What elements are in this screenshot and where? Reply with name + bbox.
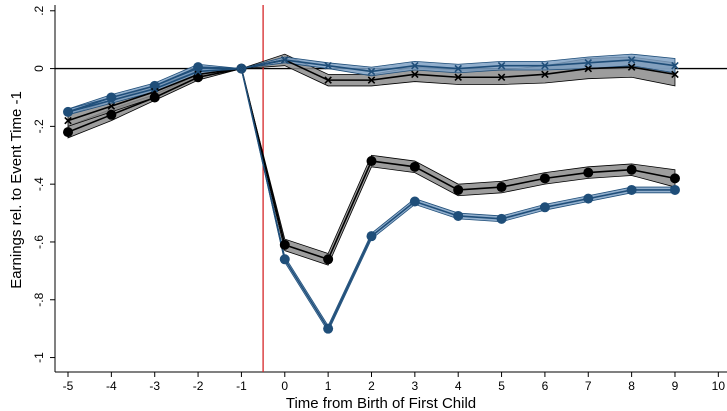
data-point-circle xyxy=(409,161,420,172)
x-tick-label: -2 xyxy=(193,379,204,393)
data-point-circle xyxy=(279,239,290,250)
data-point-circle xyxy=(669,184,680,195)
data-point-x xyxy=(107,96,116,105)
data-point-circle xyxy=(539,173,550,184)
data-point-x xyxy=(671,61,679,70)
data-point-circle xyxy=(366,156,377,167)
data-point-x xyxy=(584,59,593,67)
data-point-circle xyxy=(583,167,594,178)
y-tick-label: -.8 xyxy=(32,292,46,306)
data-point-circle xyxy=(496,213,507,224)
data-point-x xyxy=(497,73,506,82)
x-tick-label: -3 xyxy=(149,379,160,393)
data-point-circle xyxy=(323,323,334,334)
data-point-circle xyxy=(626,164,637,175)
data-point-circle xyxy=(496,182,507,193)
data-point-x xyxy=(627,56,636,64)
x-tick-label: 3 xyxy=(412,379,419,393)
data-point-x xyxy=(324,76,332,84)
data-point-circle xyxy=(149,92,160,103)
y-tick-label: -1 xyxy=(32,352,46,363)
x-tick-label: -5 xyxy=(63,379,74,393)
data-point-circle xyxy=(323,254,334,265)
data-point-circle xyxy=(626,184,637,195)
y-tick-label: -.4 xyxy=(32,177,46,191)
y-tick-label: -.6 xyxy=(32,235,46,249)
y-tick-label: 0 xyxy=(32,65,46,72)
x-tick-label: 9 xyxy=(672,379,679,393)
data-point-x xyxy=(367,67,376,76)
data-point-x xyxy=(627,63,636,71)
data-point-x xyxy=(497,61,506,70)
data-point-x xyxy=(237,64,246,73)
data-point-circle xyxy=(279,254,290,265)
x-tick-label: 0 xyxy=(281,379,288,393)
x-tick-label: 1 xyxy=(325,379,332,393)
x-tick-label: 2 xyxy=(368,379,375,393)
data-point-x xyxy=(454,73,462,82)
data-point-circle xyxy=(453,210,464,221)
x-tick-label: 6 xyxy=(542,379,549,393)
data-point-x xyxy=(194,70,202,79)
data-point-x xyxy=(324,61,332,70)
x-tick-label: -4 xyxy=(106,379,117,393)
data-point-circle xyxy=(106,92,117,103)
data-point-x xyxy=(281,56,289,64)
data-point-x xyxy=(64,108,72,116)
y-axis-title: Earnings rel. to Event Time -1 xyxy=(8,91,25,289)
x-tick-label: 7 xyxy=(585,379,592,393)
data-point-x xyxy=(367,76,376,84)
data-point-circle xyxy=(669,173,680,184)
data-point-x xyxy=(541,70,549,79)
plot-area: .2 0 -.2 -.4 -.6 -.8 -1 -5 -4 -3 -2 -1 0 1 2 3 4 5 6 7 8 9 10 xyxy=(32,5,727,393)
x-tick-label: -1 xyxy=(236,379,247,393)
data-point-circle xyxy=(453,184,464,195)
data-point-circle xyxy=(106,109,117,120)
data-point-x xyxy=(107,102,116,110)
data-point-x xyxy=(150,85,159,93)
data-point-circle xyxy=(409,196,420,207)
y-tick-label: -.2 xyxy=(32,119,46,133)
x-axis-title: Time from Birth of First Child xyxy=(286,395,476,411)
data-point-x xyxy=(64,116,72,125)
x-tick-label: 8 xyxy=(628,379,635,393)
data-point-x xyxy=(584,64,593,73)
x-tick-label: 4 xyxy=(455,379,462,393)
data-point-x xyxy=(411,61,419,70)
x-tick-label: 5 xyxy=(498,379,505,393)
data-point-x xyxy=(541,61,549,70)
data-point-x xyxy=(411,70,419,79)
x-tick-label: 10 xyxy=(712,379,726,393)
data-point-x xyxy=(194,67,202,76)
data-point-circle xyxy=(63,127,74,138)
data-point-circle xyxy=(366,231,377,242)
data-point-circle xyxy=(539,202,550,213)
y-tick-label: .2 xyxy=(32,5,46,15)
data-point-x xyxy=(671,70,679,79)
data-point-circle xyxy=(583,193,594,204)
data-point-x xyxy=(150,87,159,96)
data-point-x xyxy=(454,64,462,73)
